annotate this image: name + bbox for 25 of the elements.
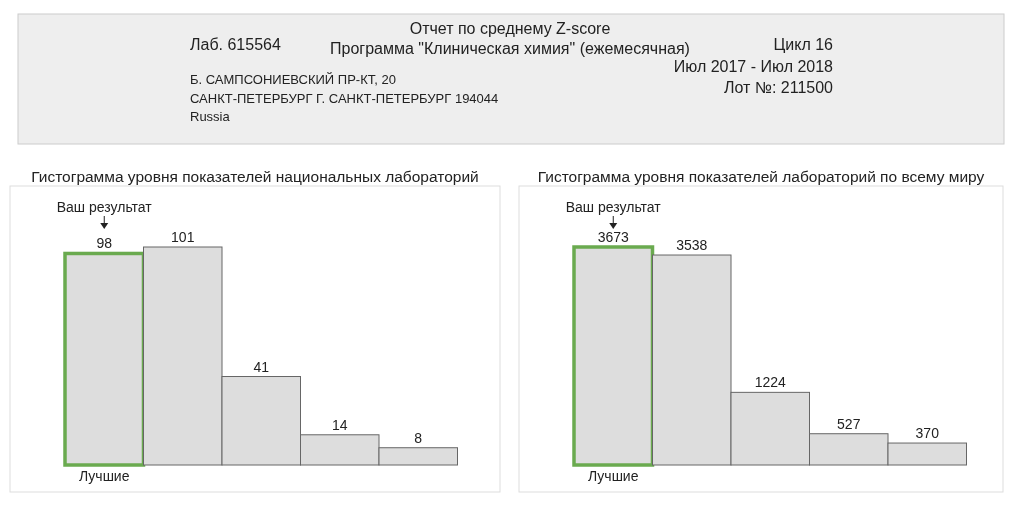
data-label: 8	[414, 429, 423, 446]
data-label: 370	[915, 425, 940, 442]
data-label: 98	[96, 235, 113, 252]
text: Программа "Клиническая химия" (ежемесячная)	[330, 40, 690, 57]
text: Лучшие	[588, 468, 639, 484]
data-label: 527	[837, 415, 861, 432]
text: Цикл 16	[773, 36, 834, 53]
text: САНКТ-ПЕТЕРБУРГ Г. САНКТ-ПЕТЕРБУРГ 194044	[190, 91, 499, 106]
text: Лучшие	[79, 468, 130, 484]
data-label: 101	[171, 229, 195, 245]
text: Лаб. 615564	[190, 36, 281, 53]
data-label: 41	[253, 358, 270, 375]
data-label: 3538	[676, 237, 708, 254]
text: Ваш результат	[565, 199, 662, 215]
data-label: 14	[331, 416, 348, 433]
text: Июл 2017 - Июл 2018	[673, 58, 834, 75]
data-label: 3673	[597, 229, 630, 245]
text: Б. САМПСОНИЕВСКИЙ ПР-КТ, 20	[190, 72, 396, 87]
text: Ваш результат	[56, 199, 153, 215]
text: Лот №: 211500	[723, 79, 834, 96]
text: Отчет по среднему Z-score	[409, 20, 611, 37]
text: Russia	[190, 109, 231, 124]
data-label: 1224	[754, 374, 787, 391]
chart-title: Гистограмма уровня показателей лабораторий по всему миру	[537, 168, 985, 185]
chart-title: Гистограмма уровня показателей национальных лабораторий	[31, 168, 479, 185]
